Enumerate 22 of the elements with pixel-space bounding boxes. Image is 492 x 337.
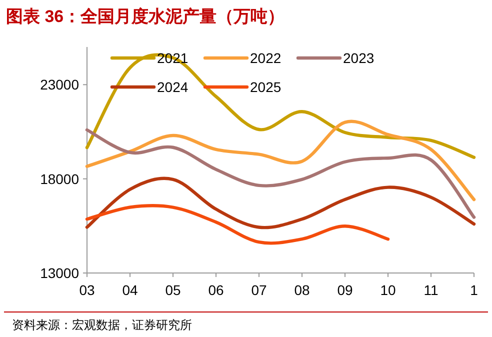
y-tick-label: 23000 <box>40 76 80 93</box>
line-series <box>85 120 476 202</box>
legend-label: 2024 <box>157 79 188 95</box>
x-tick-label: 10 <box>380 282 396 298</box>
x-tick-label: 04 <box>122 282 138 298</box>
legend-label: 2023 <box>343 50 374 66</box>
x-tick-label: 09 <box>337 282 353 298</box>
chart-title: 图表 36：全国月度水泥产量（万吨） <box>6 7 285 26</box>
x-tick-label: 07 <box>251 282 267 298</box>
x-tick-label: 1 <box>470 282 478 298</box>
y-tick-label: 13000 <box>40 265 80 281</box>
legend-label: 2025 <box>250 79 282 95</box>
line-series <box>85 128 476 219</box>
text: 资料来源：宏观数据，证券研究所 <box>12 318 192 332</box>
x-tick-label: 05 <box>165 282 181 298</box>
x-tick-label: 03 <box>79 282 95 298</box>
line-series <box>85 176 476 230</box>
y-tick-label: 18000 <box>40 170 80 187</box>
x-tick-label: 06 <box>208 282 224 298</box>
legend-label: 2022 <box>250 50 282 66</box>
x-tick-label: 11 <box>424 282 438 298</box>
x-tick-label: 08 <box>294 282 310 298</box>
